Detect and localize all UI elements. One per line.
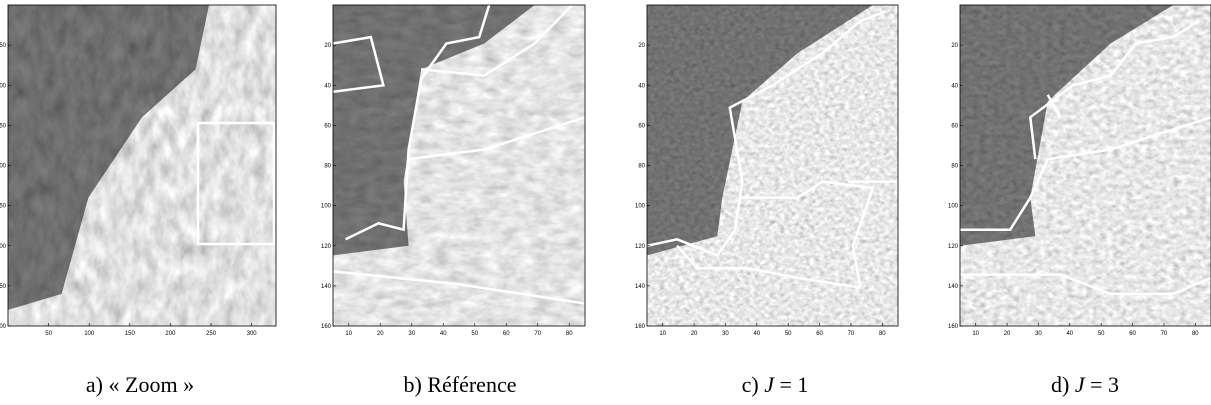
x-tick-label: 50 bbox=[471, 331, 478, 337]
caption-variable: J bbox=[1075, 372, 1086, 397]
x-tick-label: 80 bbox=[879, 331, 886, 337]
y-tick-label: 300 bbox=[0, 244, 7, 250]
y-tick-label: 60 bbox=[324, 123, 331, 129]
y-tick-label: 120 bbox=[635, 244, 646, 250]
y-tick-label: 100 bbox=[948, 204, 959, 210]
y-tick-label: 100 bbox=[635, 204, 646, 210]
y-tick-label: 20 bbox=[324, 43, 331, 49]
y-tick-label: 120 bbox=[321, 244, 332, 250]
y-tick-label: 160 bbox=[948, 324, 959, 330]
caption: a) « Zoom » bbox=[86, 372, 194, 397]
y-tick-label: 400 bbox=[0, 324, 7, 330]
caption-label: d) bbox=[1051, 372, 1069, 397]
y-tick-label: 140 bbox=[321, 284, 332, 290]
x-tick-label: 50 bbox=[45, 331, 52, 337]
caption: c) J = 1 bbox=[742, 372, 809, 397]
x-tick-label: 10 bbox=[972, 331, 979, 337]
x-tick-label: 60 bbox=[1129, 331, 1136, 337]
y-tick-label: 100 bbox=[321, 204, 332, 210]
y-tick-label: 80 bbox=[324, 164, 331, 170]
x-tick-label: 10 bbox=[659, 331, 666, 337]
caption-text: Référence bbox=[427, 372, 516, 397]
caption-text: = 3 bbox=[1090, 372, 1119, 397]
x-tick-label: 30 bbox=[408, 331, 415, 337]
x-tick-label: 50 bbox=[785, 331, 792, 337]
y-tick-label: 150 bbox=[0, 123, 7, 129]
x-tick-label: 150 bbox=[125, 331, 136, 337]
y-tick-label: 100 bbox=[0, 83, 7, 89]
y-tick-label: 250 bbox=[0, 204, 7, 210]
y-tick-label: 40 bbox=[951, 83, 958, 89]
figure: 50 100 150 200 250 300 50 100 150 200 250 300 350 400… bbox=[0, 0, 1211, 405]
y-tick-label: 40 bbox=[324, 83, 331, 89]
x-tick-label: 50 bbox=[1098, 331, 1105, 337]
y-tick-label: 160 bbox=[321, 324, 332, 330]
x-tick-label: 60 bbox=[503, 331, 510, 337]
x-tick-label: 200 bbox=[165, 331, 176, 337]
x-tick-label: 30 bbox=[1035, 331, 1042, 337]
x-tick-label: 80 bbox=[1192, 331, 1199, 337]
y-tick-label: 60 bbox=[638, 123, 645, 129]
y-tick-label: 160 bbox=[635, 324, 646, 330]
caption-variable: J bbox=[764, 372, 775, 397]
panel: 10 20 30 40 50 60 70 80 20 40 60 80 100 120 140 160 c) J… bbox=[635, 5, 898, 397]
y-tick-label: 140 bbox=[635, 284, 646, 290]
y-tick-label: 140 bbox=[948, 284, 959, 290]
y-tick-label: 40 bbox=[638, 83, 645, 89]
x-tick-label: 40 bbox=[753, 331, 760, 337]
x-tick-label: 20 bbox=[377, 331, 384, 337]
x-tick-label: 70 bbox=[848, 331, 855, 337]
y-tick-label: 60 bbox=[951, 123, 958, 129]
y-tick-label: 20 bbox=[638, 43, 645, 49]
y-tick-label: 200 bbox=[0, 164, 7, 170]
caption-text: « Zoom » bbox=[109, 372, 195, 397]
y-tick-label: 50 bbox=[0, 43, 7, 49]
x-tick-label: 20 bbox=[691, 331, 698, 337]
y-tick-label: 20 bbox=[951, 43, 958, 49]
x-tick-label: 20 bbox=[1004, 331, 1011, 337]
x-tick-label: 80 bbox=[566, 331, 573, 337]
y-tick-label: 350 bbox=[0, 284, 7, 290]
y-tick-label: 80 bbox=[951, 164, 958, 170]
x-tick-label: 300 bbox=[247, 331, 258, 337]
x-tick-label: 40 bbox=[1066, 331, 1073, 337]
x-tick-label: 10 bbox=[345, 331, 352, 337]
caption: b) Référence bbox=[404, 372, 517, 397]
y-tick-label: 120 bbox=[948, 244, 959, 250]
caption-text: = 1 bbox=[779, 372, 808, 397]
y-tick-label: 80 bbox=[638, 164, 645, 170]
panel: 10 20 30 40 50 60 70 80 20 40 60 80 100 120 140 160 b) R… bbox=[321, 5, 585, 397]
panel: 50 100 150 200 250 300 50 100 150 200 250 300 350 400… bbox=[0, 5, 276, 397]
x-tick-label: 70 bbox=[534, 331, 541, 337]
caption: d) J = 3 bbox=[1051, 372, 1119, 397]
x-tick-label: 250 bbox=[206, 331, 217, 337]
x-tick-label: 70 bbox=[1161, 331, 1168, 337]
caption-label: c) bbox=[742, 372, 759, 397]
caption-label: b) bbox=[404, 372, 422, 397]
x-tick-label: 100 bbox=[84, 331, 95, 337]
x-tick-label: 30 bbox=[722, 331, 729, 337]
x-tick-label: 40 bbox=[440, 331, 447, 337]
caption-label: a) bbox=[86, 372, 103, 397]
x-tick-label: 60 bbox=[816, 331, 823, 337]
panel: 10 20 30 40 50 60 70 80 20 40 60 80 100 120 140 160 d) J… bbox=[948, 5, 1211, 397]
